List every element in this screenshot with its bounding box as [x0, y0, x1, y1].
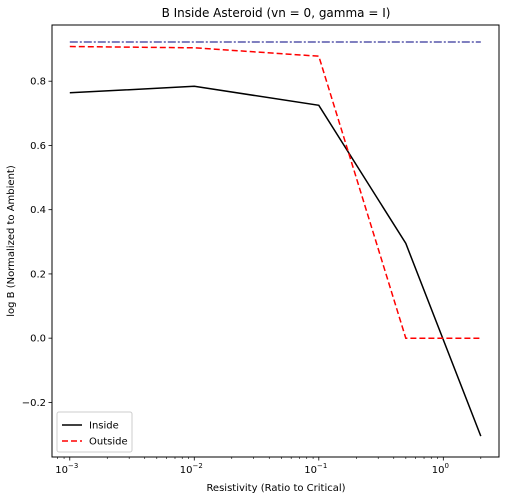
- x-tick-label: 100: [432, 462, 449, 476]
- x-axis-label: Resistivity (Ratio to Critical): [206, 483, 345, 494]
- y-tick-label: 0.6: [30, 141, 46, 152]
- y-axis: −0.2 0.0 0.2 0.4 0.6 0.8: [22, 77, 52, 409]
- x-tick-label: 10−2: [180, 462, 203, 476]
- x-tick-label: 10−1: [304, 462, 327, 476]
- series-line-outside: [69, 45, 481, 339]
- y-tick-label: −0.2: [22, 398, 46, 409]
- y-tick-label: 0.8: [30, 77, 46, 88]
- y-tick-label: 0.4: [30, 205, 46, 216]
- y-tick-label: 0.2: [30, 269, 46, 280]
- y-tick-label: 0.0: [30, 334, 46, 345]
- x-axis: 10−3 10−2 10−1 100: [55, 457, 482, 476]
- series-layer: [69, 41, 482, 437]
- plot-area: [52, 25, 499, 457]
- legend-label-inside: Inside: [89, 421, 119, 432]
- legend: Inside Outside: [56, 411, 133, 453]
- y-axis-label: log B (Normalized to Ambient): [6, 165, 17, 317]
- legend-box: [56, 411, 133, 453]
- legend-label-outside: Outside: [89, 437, 128, 448]
- x-tick-label: 10−3: [55, 462, 78, 476]
- series-line-inside: [69, 85, 482, 437]
- plot-frame: [51, 24, 500, 458]
- chart-title: B Inside Asteroid (vn = 0, gamma = I): [162, 6, 391, 20]
